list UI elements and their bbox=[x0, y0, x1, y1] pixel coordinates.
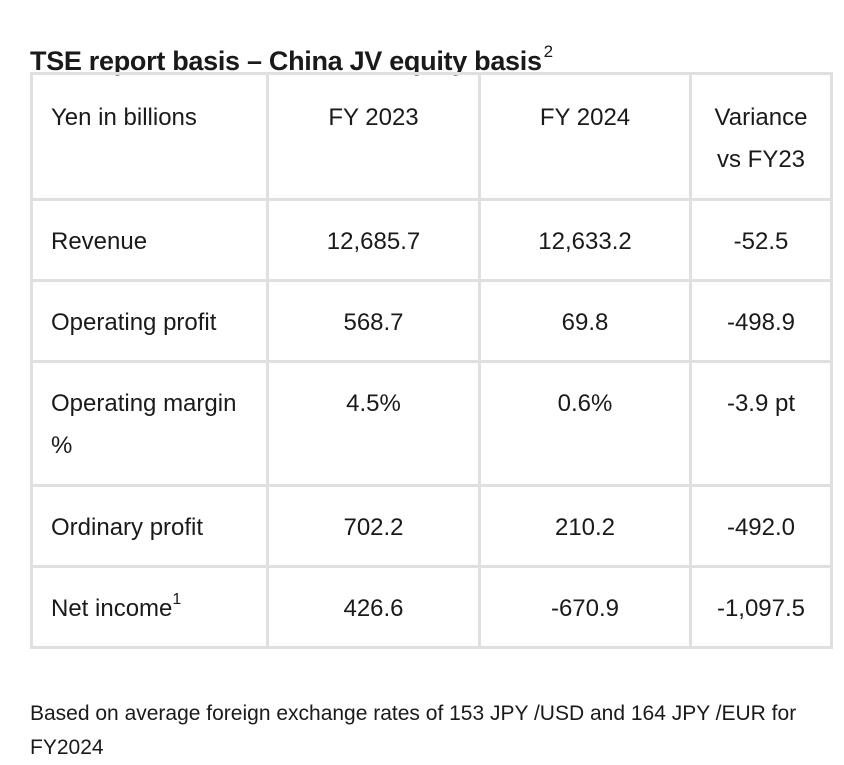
cell-variance: -1,097.5 bbox=[689, 565, 833, 649]
table-row-operating-margin: Operating margin % 4.5% 0.6% -3.9 pt bbox=[30, 360, 833, 487]
cell-fy2023: 426.6 bbox=[266, 565, 481, 649]
cell-variance: -492.0 bbox=[689, 484, 833, 568]
row-label: Operating margin % bbox=[30, 360, 269, 487]
table-row-revenue: Revenue 12,685.7 12,633.2 -52.5 bbox=[30, 198, 833, 282]
table-row-ordinary-profit: Ordinary profit 702.2 210.2 -492.0 bbox=[30, 484, 833, 568]
table-row-operating-profit: Operating profit 568.7 69.8 -498.9 bbox=[30, 279, 833, 363]
cell-fy2024: 0.6% bbox=[478, 360, 692, 487]
cell-fy2024: 210.2 bbox=[478, 484, 692, 568]
table-row-net-income: Net income1 426.6 -670.9 -1,097.5 bbox=[30, 565, 833, 649]
row-label-text: Operating margin % bbox=[51, 390, 237, 459]
cell-variance: -498.9 bbox=[689, 279, 833, 363]
row-label: Revenue bbox=[30, 198, 269, 282]
title-footnote-marker: 2 bbox=[543, 42, 553, 62]
cell-fy2024: 69.8 bbox=[478, 279, 692, 363]
table-header-row: Yen in billions FY 2023 FY 2024 Variance… bbox=[30, 72, 833, 201]
cell-fy2023: 702.2 bbox=[266, 484, 481, 568]
row-label-text: Ordinary profit bbox=[51, 514, 204, 541]
row-label: Operating profit bbox=[30, 279, 269, 363]
exchange-rate-footnote: Based on average foreign exchange rates … bbox=[30, 702, 797, 759]
cell-variance: -52.5 bbox=[689, 198, 833, 282]
row-label: Ordinary profit bbox=[30, 484, 269, 568]
cell-fy2024: -670.9 bbox=[478, 565, 692, 649]
cell-fy2023: 4.5% bbox=[266, 360, 481, 487]
row-label-text: Operating profit bbox=[51, 309, 217, 336]
header-fy2023: FY 2023 bbox=[266, 72, 481, 201]
row-label-text: Net income bbox=[51, 595, 173, 622]
header-fy2024: FY 2024 bbox=[478, 72, 692, 201]
row-label-text: Revenue bbox=[51, 228, 148, 255]
cell-fy2024: 12,633.2 bbox=[478, 198, 692, 282]
page-title: TSE report basis – China JV equity basis… bbox=[30, 42, 553, 77]
row-label: Net income1 bbox=[30, 565, 269, 649]
net-income-footnote-marker: 1 bbox=[172, 591, 182, 608]
cell-fy2023: 568.7 bbox=[266, 279, 481, 363]
financial-results-table: Yen in billions FY 2023 FY 2024 Variance… bbox=[30, 72, 833, 649]
title-text: TSE report basis – China JV equity basis bbox=[30, 46, 542, 77]
cell-fy2023: 12,685.7 bbox=[266, 198, 481, 282]
header-variance: Variance vs FY23 bbox=[689, 72, 833, 201]
header-units: Yen in billions bbox=[30, 72, 269, 201]
cell-variance: -3.9 pt bbox=[689, 360, 833, 487]
